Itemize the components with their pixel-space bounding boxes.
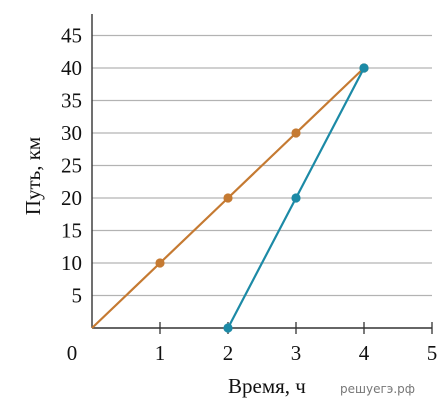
y-tick-label: 10 [61,251,82,275]
y-tick-label: 30 [61,121,82,145]
data-point [359,63,369,73]
x-tick-label: 4 [359,341,370,365]
y-tick-label: 20 [61,186,82,210]
data-series [91,63,369,333]
x-tick-label: 2 [223,341,234,365]
data-point [291,128,301,138]
data-point [223,323,233,333]
data-point [155,258,165,268]
x-axis-label: Время, ч [228,374,306,398]
y-tick-label: 45 [61,24,82,48]
y-tick-label: 15 [61,219,82,243]
watermark: решуегэ.рф [340,382,415,396]
y-tick-label: 35 [61,89,82,113]
y-tick-label: 25 [61,154,82,178]
x-tick-label: 3 [291,341,302,365]
axes [91,14,433,334]
data-point [223,193,233,203]
y-tick-label: 5 [72,284,83,308]
data-point [291,193,301,203]
x-tick-label: 0 [67,341,78,365]
x-tick-label: 1 [155,341,166,365]
y-tick-label: 40 [61,56,82,80]
x-tick-label: 5 [427,341,438,365]
y-axis-label: Путь, км [21,137,45,215]
